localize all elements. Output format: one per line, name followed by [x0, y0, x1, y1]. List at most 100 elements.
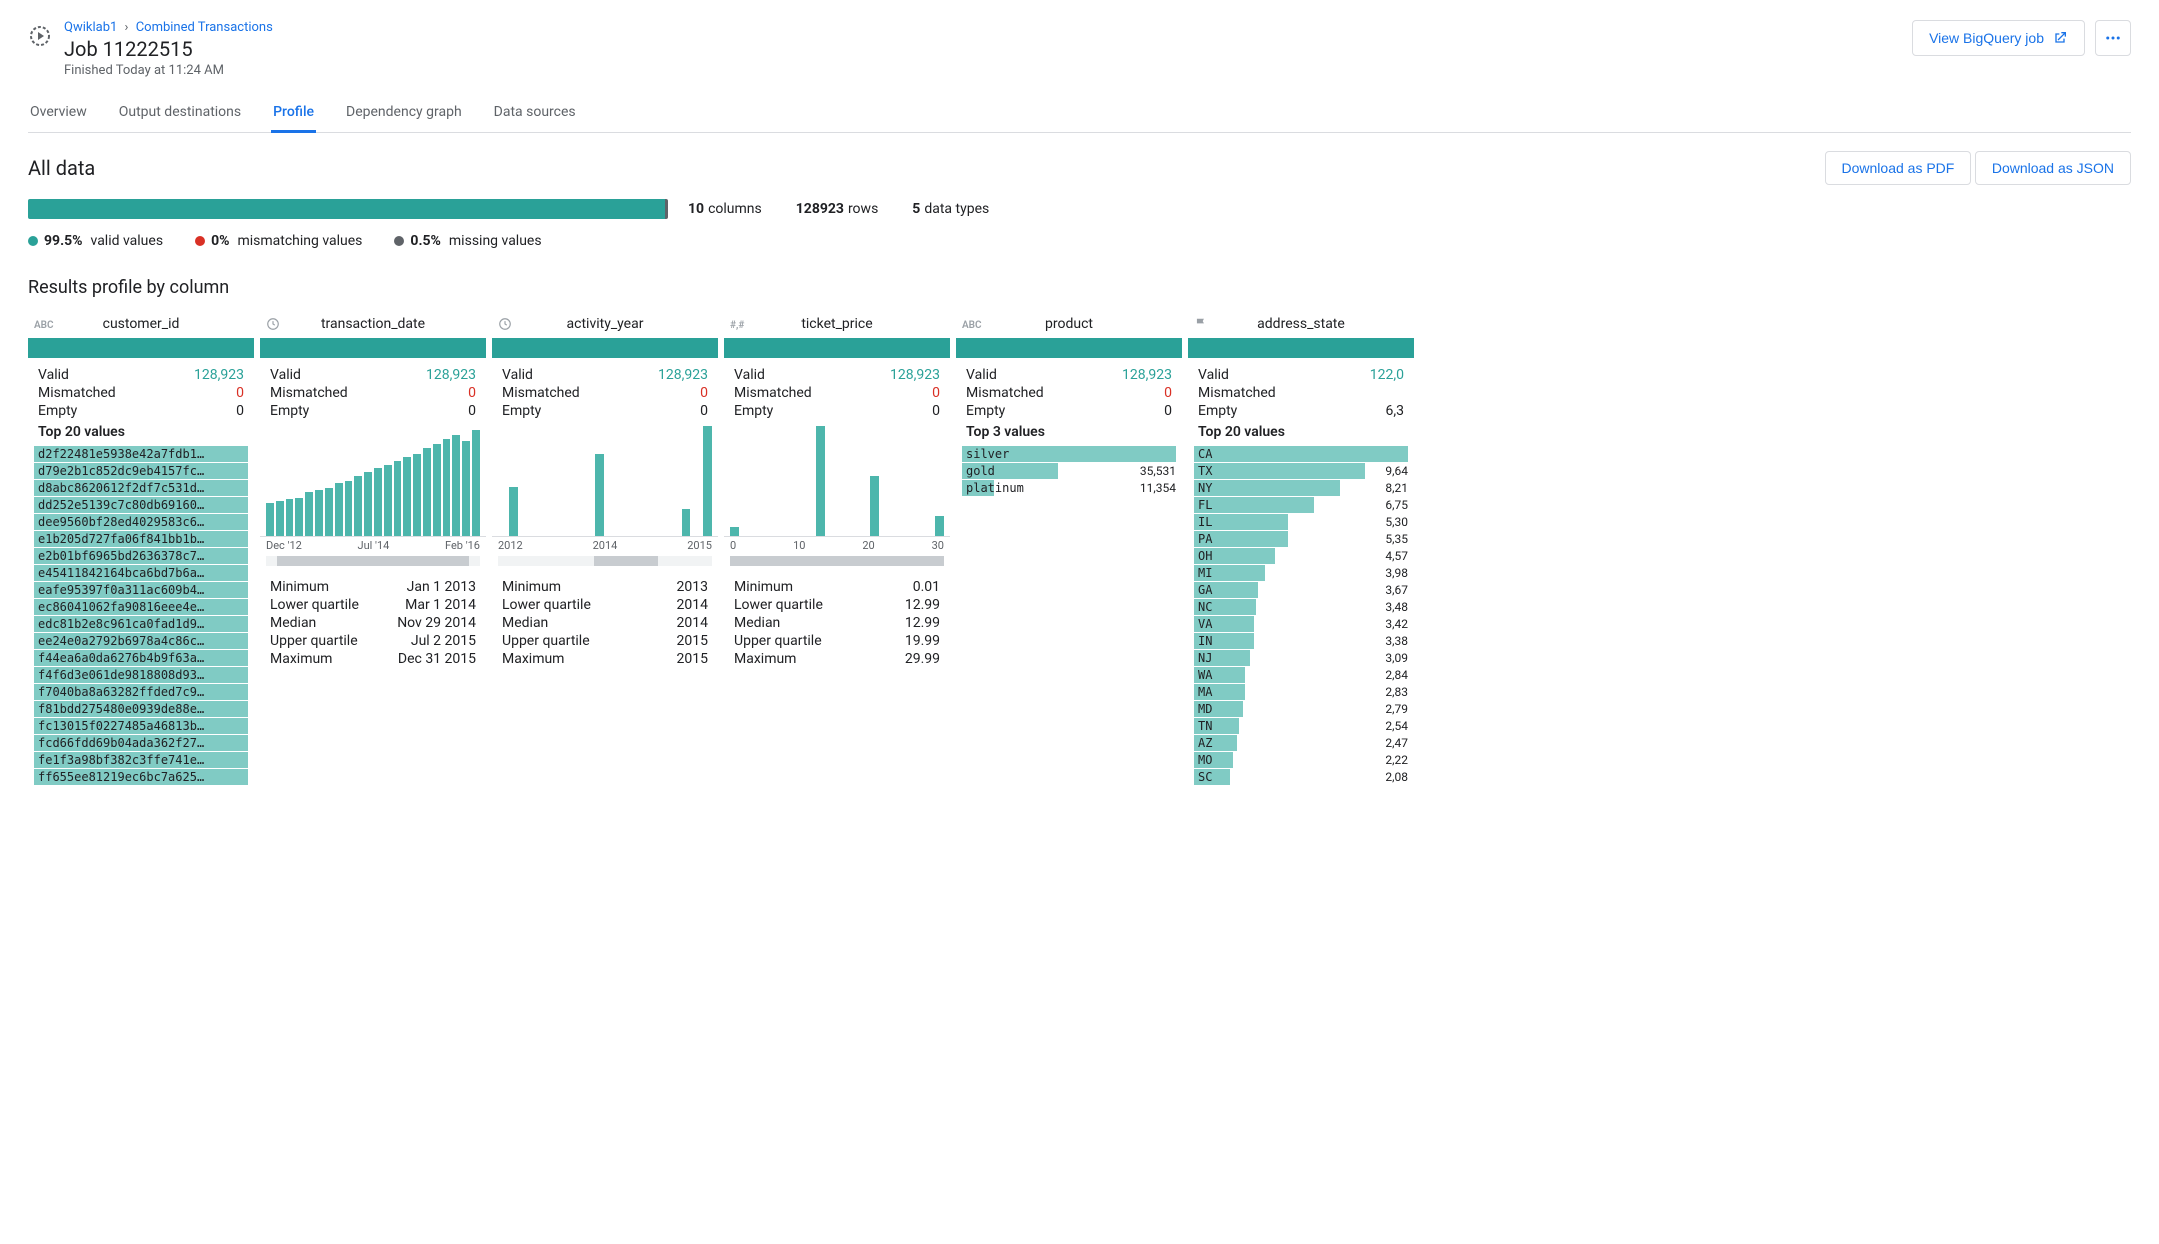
value-row[interactable]: d8abc8620612f2df7c531d…	[34, 480, 248, 496]
breadcrumb: Qwiklab1 › Combined Transactions	[64, 20, 273, 35]
breadcrumb-parent[interactable]: Qwiklab1	[64, 20, 117, 35]
value-row[interactable]: d79e2b1c852dc9eb4157fc…	[34, 463, 248, 479]
value-row[interactable]: ff655ee81219ec6bc7a625…	[34, 769, 248, 785]
hist-bar	[295, 498, 303, 537]
value-row[interactable]: fc13015f0227485a46813b…	[34, 718, 248, 734]
value-row[interactable]: f4f6d3e061de9818808d93…	[34, 667, 248, 683]
value-row[interactable]: ee24e0a2792b6978a4c86c…	[34, 633, 248, 649]
stat-rows: 128923rows	[796, 201, 879, 217]
value-row[interactable]: dee9560bf28ed4029583c6…	[34, 514, 248, 530]
value-row[interactable]: FL6,75	[1194, 497, 1408, 513]
histogram[interactable]	[260, 426, 486, 536]
value-row[interactable]: NC3,48	[1194, 599, 1408, 615]
range-scrubber[interactable]	[266, 556, 480, 566]
value-row[interactable]: f7040ba8a63282ffded7c9…	[34, 684, 248, 700]
hist-bar	[443, 439, 451, 536]
download-pdf-button[interactable]: Download as PDF	[1825, 151, 1972, 185]
value-row[interactable]: PA5,35	[1194, 531, 1408, 547]
hist-bar	[730, 527, 739, 536]
value-row[interactable]: CA	[1194, 446, 1408, 462]
value-label: gold	[962, 464, 1134, 478]
value-row[interactable]: ec86041062fa90816eee4e…	[34, 599, 248, 615]
value-row[interactable]: GA3,67	[1194, 582, 1408, 598]
value-row[interactable]: MA2,83	[1194, 684, 1408, 700]
value-row[interactable]: AZ2,47	[1194, 735, 1408, 751]
hist-bar	[384, 465, 392, 537]
stat-columns: 10columns	[688, 201, 762, 217]
value-row[interactable]: fcd66fdd69b04ada362f27…	[34, 735, 248, 751]
value-count: 9,64	[1379, 464, 1408, 478]
value-label: TN	[1194, 719, 1379, 733]
quartile-row: MaximumDec 31 2015	[270, 650, 476, 668]
value-count: 3,67	[1379, 583, 1408, 597]
value-row[interactable]: TN2,54	[1194, 718, 1408, 734]
quartile-row: Maximum2015	[502, 650, 708, 668]
value-row[interactable]: eafe95397f0a311ac609b4…	[34, 582, 248, 598]
hist-bar	[266, 503, 274, 536]
value-row[interactable]: OH4,57	[1194, 548, 1408, 564]
legend: 99.5%valid values 0%mismatching values 0…	[28, 233, 2131, 249]
value-row[interactable]: fe1f3a98bf382c3ffe741e…	[34, 752, 248, 768]
view-bigquery-button[interactable]: View BigQuery job	[1912, 20, 2085, 56]
value-count: 2,47	[1379, 736, 1408, 750]
value-count: 4,57	[1379, 549, 1408, 563]
value-count: 11,354	[1134, 481, 1176, 495]
quartile-row: Upper quartile2015	[502, 632, 708, 650]
value-row[interactable]: platinum11,354	[962, 480, 1176, 496]
value-row[interactable]: MI3,98	[1194, 565, 1408, 581]
value-row[interactable]: IL5,30	[1194, 514, 1408, 530]
histogram-axis: Dec '12Jul '14Feb '16	[260, 536, 486, 554]
range-scrubber[interactable]	[730, 556, 944, 566]
type-icon: #,#	[730, 318, 744, 331]
value-row[interactable]: dd252e5139c7c80db69160…	[34, 497, 248, 513]
value-row[interactable]: MD2,79	[1194, 701, 1408, 717]
tab-dependency-graph[interactable]: Dependency graph	[344, 96, 464, 133]
tab-data-sources[interactable]: Data sources	[492, 96, 578, 133]
profile-column-transaction_date: transaction_dateValid128,923Mismatched0E…	[260, 310, 486, 788]
value-row[interactable]: e1b205d727fa06f841bb1b…	[34, 531, 248, 547]
value-row[interactable]: IN3,38	[1194, 633, 1408, 649]
histogram-axis: 0102030	[724, 536, 950, 554]
stat-valid: Valid128,923	[724, 366, 950, 384]
value-row[interactable]: gold35,531	[962, 463, 1176, 479]
download-json-button[interactable]: Download as JSON	[1975, 151, 2131, 185]
tab-profile[interactable]: Profile	[271, 96, 316, 133]
value-row[interactable]: edc81b2e8c961ca0fad1d9…	[34, 616, 248, 632]
value-row[interactable]: NY8,21	[1194, 480, 1408, 496]
value-row[interactable]: WA2,84	[1194, 667, 1408, 683]
histogram[interactable]	[492, 426, 718, 536]
value-row[interactable]: silver	[962, 446, 1176, 462]
tab-overview[interactable]: Overview	[28, 96, 89, 133]
more-menu-button[interactable]	[2095, 20, 2131, 56]
histogram[interactable]	[724, 426, 950, 536]
value-row[interactable]: e45411842164bca6bd7b6a…	[34, 565, 248, 581]
value-label: ee24e0a2792b6978a4c86c…	[34, 634, 248, 648]
top-values-list: d2f22481e5938e42a7fdb1…d79e2b1c852dc9eb4…	[28, 444, 254, 788]
value-row[interactable]: VA3,42	[1194, 616, 1408, 632]
value-row[interactable]: TX9,64	[1194, 463, 1408, 479]
tab-output-destinations[interactable]: Output destinations	[117, 96, 243, 133]
value-count: 5,35	[1379, 532, 1408, 546]
value-label: GA	[1194, 583, 1379, 597]
stat-mismatched: Mismatched0	[260, 384, 486, 402]
value-row[interactable]: f81bdd275480e0939de88e…	[34, 701, 248, 717]
range-scrubber[interactable]	[498, 556, 712, 566]
quality-bar-valid	[28, 199, 665, 219]
type-icon	[1194, 317, 1208, 331]
value-label: FL	[1194, 498, 1379, 512]
value-count: 35,531	[1134, 464, 1176, 478]
hist-bar	[345, 481, 353, 536]
value-row[interactable]: NJ3,09	[1194, 650, 1408, 666]
legend-missing: 0.5%missing values	[394, 233, 541, 249]
value-row[interactable]: MO2,22	[1194, 752, 1408, 768]
value-row[interactable]: d2f22481e5938e42a7fdb1…	[34, 446, 248, 462]
value-label: TX	[1194, 464, 1379, 478]
column-name: activity_year	[567, 316, 644, 332]
value-label: PA	[1194, 532, 1379, 546]
value-row[interactable]: e2b01bf6965bd2636378c7…	[34, 548, 248, 564]
value-row[interactable]: f44ea6a0da6276b4b9f63a…	[34, 650, 248, 666]
value-label: dee9560bf28ed4029583c6…	[34, 515, 248, 529]
column-name: product	[1045, 316, 1093, 332]
breadcrumb-child[interactable]: Combined Transactions	[136, 20, 273, 35]
value-row[interactable]: SC2,08	[1194, 769, 1408, 785]
